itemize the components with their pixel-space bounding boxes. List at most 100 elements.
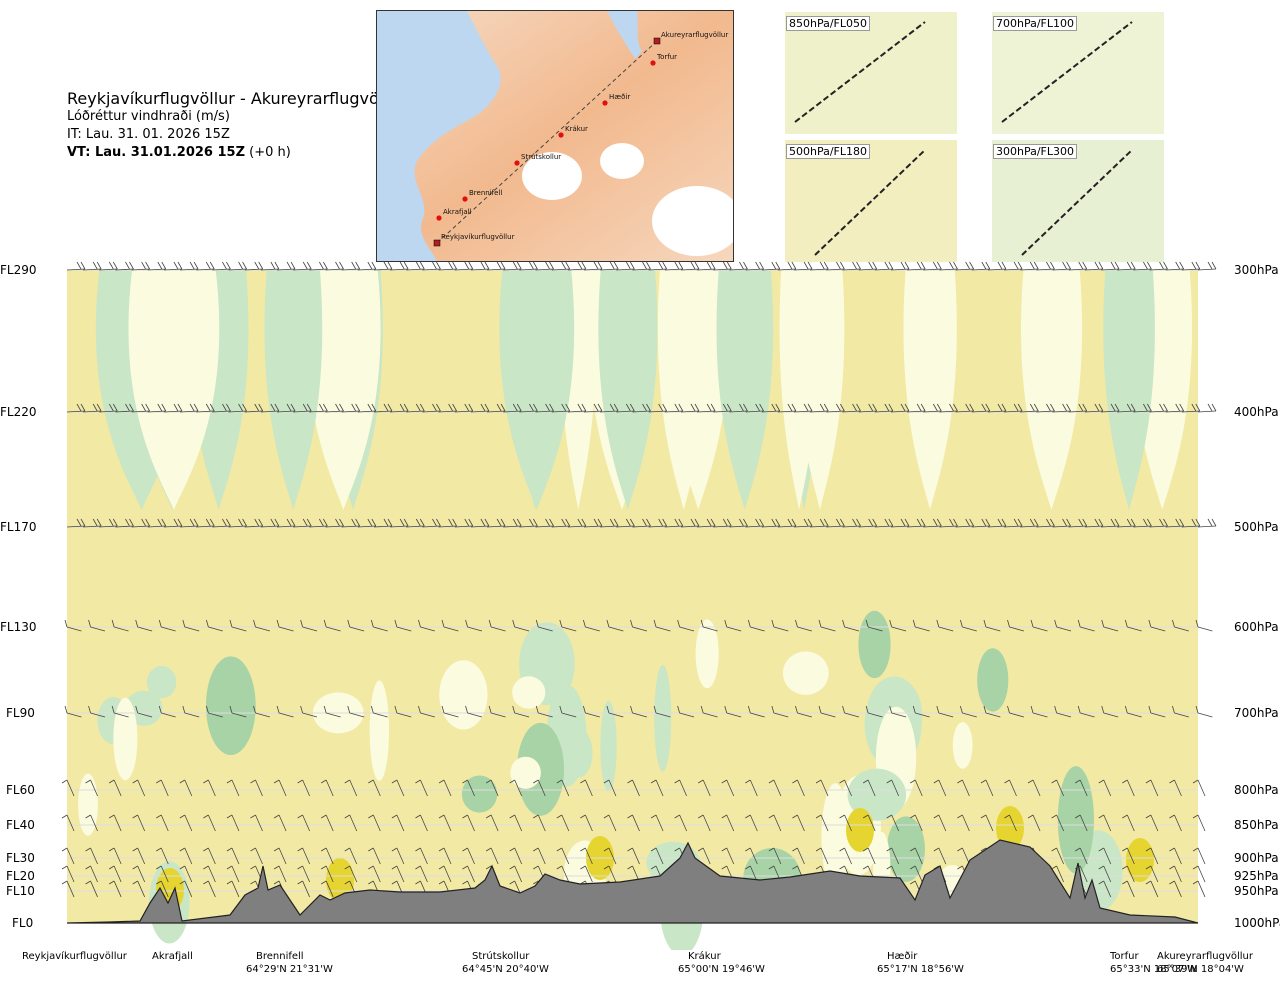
- wind-barb: [933, 847, 947, 865]
- flight-level-label: FL60: [6, 783, 35, 797]
- wind-barb: [858, 518, 878, 528]
- map-point-label: Akrafjall: [443, 208, 472, 216]
- wind-barb: [890, 518, 910, 528]
- wind-barb: [1195, 705, 1213, 718]
- wind-barb: [980, 779, 994, 797]
- wind-barb: [1122, 847, 1135, 865]
- wind-barb: [108, 814, 122, 832]
- wind-barb: [509, 814, 523, 832]
- wind-barb: [606, 619, 624, 632]
- wind-barb: [1027, 779, 1041, 797]
- wind-barb: [83, 403, 102, 413]
- wind-barb: [627, 779, 640, 797]
- wind-barb: [391, 814, 405, 832]
- wind-barb: [600, 403, 619, 413]
- wind-barb: [1004, 261, 1023, 271]
- wind-barb: [980, 814, 994, 832]
- updraft-cell: [654, 664, 672, 772]
- pressure-level-label: 925hPa: [1234, 869, 1279, 883]
- wind-barb: [64, 619, 82, 632]
- wind-barb: [1192, 880, 1206, 898]
- wind-barb: [890, 403, 910, 413]
- wind-barb: [815, 847, 829, 865]
- updraft-plume: [499, 270, 575, 510]
- wind-barb: [865, 619, 883, 632]
- wind-barb: [297, 865, 310, 883]
- wind-barb: [212, 403, 231, 413]
- wind-barb: [606, 705, 624, 718]
- wind-barb: [158, 705, 176, 718]
- wind-barb: [959, 705, 977, 718]
- wind-barb: [179, 880, 193, 898]
- location-label: Akureyrarflugvöllur 65°39'N 18°04'W: [1157, 950, 1253, 976]
- wind-barb: [697, 403, 716, 413]
- wind-barb: [438, 261, 457, 271]
- wind-barb: [886, 847, 900, 865]
- wind-barb: [957, 814, 970, 832]
- wind-barb: [1169, 880, 1182, 898]
- wind-barb: [839, 814, 852, 832]
- map-point-label: Akureyrarflugvöllur: [661, 31, 728, 39]
- wind-barb: [422, 518, 441, 528]
- wind-barb: [250, 779, 263, 797]
- wind-barb: [325, 403, 344, 413]
- updraft-plume: [779, 270, 819, 510]
- wind-barb: [228, 261, 247, 271]
- minimap-850: 850hPa/FL050: [785, 12, 957, 134]
- wind-barb: [842, 619, 860, 632]
- wind-barb: [697, 847, 711, 865]
- wind-barb: [1192, 814, 1206, 832]
- wind-barb: [987, 403, 1007, 413]
- wind-barb: [1098, 865, 1112, 883]
- wind-barb: [1051, 779, 1064, 797]
- wind-barb: [1117, 403, 1136, 413]
- downdraft-core: [846, 808, 874, 852]
- wind-barb: [203, 814, 216, 832]
- wind-barb: [745, 403, 764, 413]
- wind-barb: [368, 865, 381, 883]
- wind-barb: [135, 705, 153, 718]
- wind-barb: [795, 705, 812, 718]
- map-point-label: Torfur: [656, 53, 677, 61]
- wind-barb: [488, 705, 506, 718]
- wind-barb: [582, 619, 600, 632]
- wind-barb: [551, 261, 571, 271]
- wind-barb: [406, 261, 425, 271]
- wind-barb: [1145, 865, 1159, 883]
- wind-barb: [323, 705, 341, 718]
- wind-barb: [677, 619, 695, 632]
- wind-barb: [1172, 619, 1189, 632]
- wind-barb: [874, 403, 894, 413]
- wind-barb: [747, 619, 765, 632]
- wind-barb: [485, 847, 499, 865]
- wind-barb: [818, 619, 836, 632]
- wind-barb: [674, 779, 687, 797]
- wind-barb: [826, 518, 845, 528]
- pressure-level-label: 850hPa: [1234, 818, 1279, 832]
- wind-barb: [344, 847, 358, 865]
- wind-barb: [273, 779, 287, 797]
- wind-barb: [357, 403, 377, 413]
- wind-barb: [580, 814, 593, 832]
- wind-barb: [320, 865, 334, 883]
- wind-barb: [1181, 261, 1201, 271]
- map-point-label: Strútskollur: [521, 153, 561, 161]
- wind-barb: [761, 518, 781, 528]
- wind-barb: [373, 403, 393, 413]
- wind-barb: [99, 261, 118, 271]
- wind-barb: [1117, 261, 1136, 271]
- wind-barb: [391, 847, 405, 865]
- wind-barb: [1192, 847, 1206, 865]
- map-point-label: Krákur: [565, 125, 588, 133]
- wind-barb: [415, 865, 428, 883]
- wind-barb: [603, 847, 617, 865]
- wind-barb: [61, 779, 75, 797]
- wind-barb: [1149, 261, 1168, 271]
- wind-barb: [1084, 403, 1104, 413]
- waypoint-marker: [514, 160, 520, 166]
- wind-barb: [1051, 847, 1064, 865]
- wind-barb: [567, 403, 587, 413]
- wind-barb: [907, 518, 926, 528]
- wind-barb: [368, 847, 381, 865]
- wind-barb: [115, 403, 134, 413]
